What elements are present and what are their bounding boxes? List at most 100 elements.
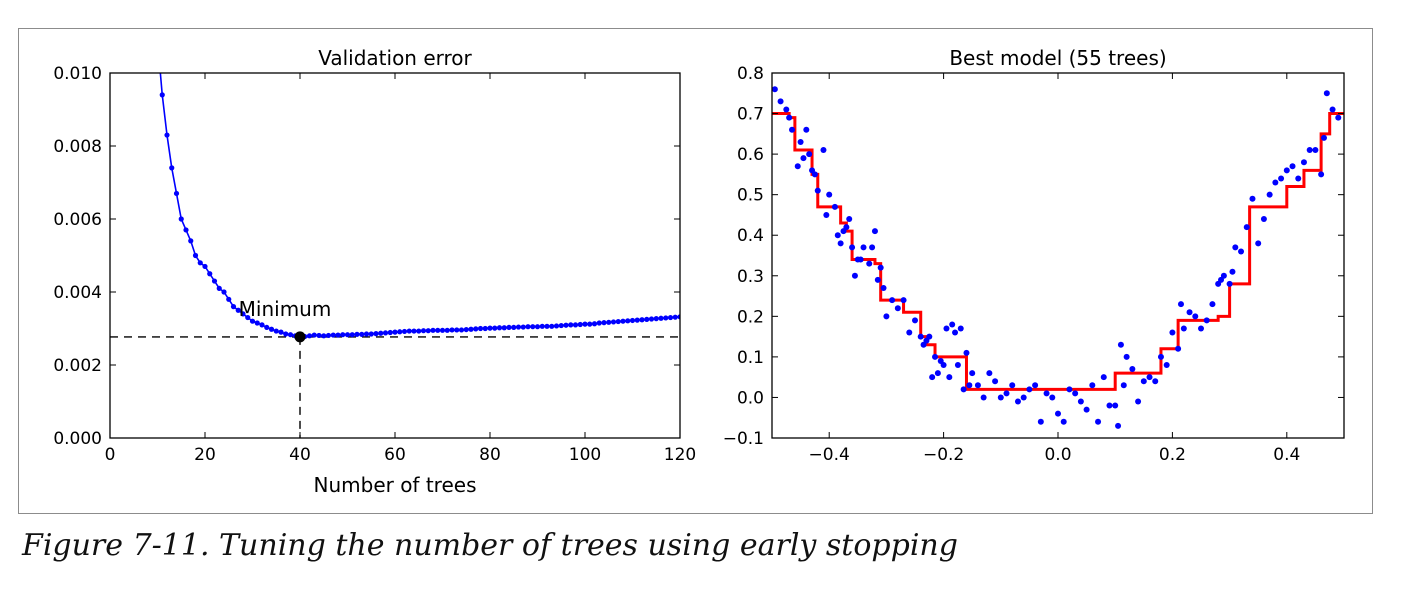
data-point <box>912 317 918 324</box>
validation-error-point <box>525 324 531 330</box>
x-tick-label: −0.4 <box>809 445 850 465</box>
validation-error-point <box>411 328 417 334</box>
validation-error-point <box>544 323 550 329</box>
validation-error-point <box>159 92 165 98</box>
x-tick-label: 0 <box>105 445 116 465</box>
data-point <box>1255 240 1262 247</box>
validation-error-point <box>169 165 175 171</box>
y-tick-label: 0.002 <box>53 356 102 376</box>
data-point <box>992 378 999 385</box>
data-point <box>1266 191 1273 198</box>
data-point <box>826 191 833 198</box>
data-point <box>943 325 950 332</box>
data-point <box>949 321 956 328</box>
y-tick-label: 0.3 <box>737 267 764 287</box>
data-point <box>1140 378 1147 385</box>
data-point <box>1135 398 1142 405</box>
validation-error-point <box>496 325 503 331</box>
validation-error-point <box>568 322 574 328</box>
data-point <box>997 394 1004 401</box>
data-point <box>1238 248 1245 255</box>
best-model-chart: Best model (55 trees) −0.4 −0.2 0.0 0.2 0.4−… <box>723 46 1345 465</box>
data-point <box>1026 386 1033 393</box>
data-point <box>960 386 967 393</box>
y-tick-label: 0.8 <box>737 64 764 84</box>
validation-error-point <box>601 320 607 326</box>
validation-error-point <box>639 317 645 323</box>
validation-error-point <box>506 324 512 331</box>
validation-error-point <box>330 332 336 338</box>
data-point <box>929 374 936 381</box>
validation-error-point <box>235 307 241 313</box>
validation-error-point <box>155 38 160 43</box>
validation-error-point <box>359 331 365 337</box>
validation-error-point <box>430 327 436 333</box>
data-point <box>1320 134 1327 141</box>
validation-error-point <box>629 317 636 324</box>
validation-error-point <box>283 331 289 337</box>
data-point <box>969 370 976 377</box>
data-point <box>1020 394 1027 401</box>
data-point <box>857 256 864 263</box>
validation-error-point <box>553 323 560 329</box>
validation-error-point <box>473 326 479 332</box>
validation-error-point <box>577 321 583 328</box>
figure-caption: Figure 7-11. Tuning the number of trees … <box>22 528 958 563</box>
x-tick-label: 0.0 <box>1044 445 1071 465</box>
data-point <box>834 232 841 239</box>
validation-error-point <box>416 328 422 334</box>
validation-error-point <box>273 328 279 334</box>
data-point <box>1186 309 1193 316</box>
validation-error-point <box>401 328 408 335</box>
validation-error-point <box>468 326 474 332</box>
data-point <box>866 260 873 267</box>
data-point <box>1095 418 1102 425</box>
validation-error-point <box>321 333 327 339</box>
y-tick-label: −0.1 <box>723 429 764 449</box>
validation-error-point <box>615 318 621 325</box>
x-tick-label: 20 <box>194 445 216 465</box>
data-point <box>851 272 858 279</box>
best-model-ticks: −0.4 −0.2 0.0 0.2 0.4 −0.1 0.0 0.1 0.2 0.3 0.4 0.5 0… <box>723 64 1344 465</box>
y-tick-label: 0.5 <box>737 186 764 206</box>
validation-error-point <box>435 327 441 333</box>
data-point <box>1323 90 1330 97</box>
data-point <box>1072 390 1079 397</box>
minimum-marker <box>294 331 306 343</box>
validation-error-plot-frame <box>109 72 681 439</box>
validation-error-point <box>587 321 593 327</box>
validation-error-line <box>159 73 680 338</box>
y-tick-label: 0.010 <box>53 64 102 84</box>
best-model-fit <box>772 112 1344 391</box>
y-tick-label: 0.0 <box>737 388 764 408</box>
validation-error-point <box>278 329 284 335</box>
data-point <box>1249 195 1256 202</box>
data-point <box>1146 374 1153 381</box>
data-point <box>797 138 804 145</box>
validation-error-point <box>178 216 184 222</box>
validation-error-point <box>325 332 332 339</box>
data-point <box>820 147 827 154</box>
validation-error-point <box>449 327 455 333</box>
data-point <box>1037 418 1044 425</box>
validation-error-point <box>672 314 678 320</box>
best-model-title: Best model (55 trees) <box>949 46 1166 70</box>
y-tick-label: 0.008 <box>53 137 102 157</box>
data-point <box>814 187 821 194</box>
data-point <box>800 155 807 162</box>
data-point <box>952 329 959 336</box>
validation-error-point <box>606 319 612 325</box>
data-point <box>1066 386 1073 393</box>
validation-error-point <box>582 321 588 327</box>
data-point <box>1003 390 1010 397</box>
validation-error-point <box>226 296 232 302</box>
data-point <box>1117 341 1124 348</box>
validation-error-xlabel: Number of trees <box>314 473 477 497</box>
validation-error-point <box>458 327 465 333</box>
validation-error-chart: Validation error Number of trees 0 20 40 60… <box>53 38 696 497</box>
validation-error-point <box>492 325 498 331</box>
data-point <box>1226 280 1233 287</box>
validation-error-point <box>530 324 536 330</box>
data-point <box>957 325 964 332</box>
